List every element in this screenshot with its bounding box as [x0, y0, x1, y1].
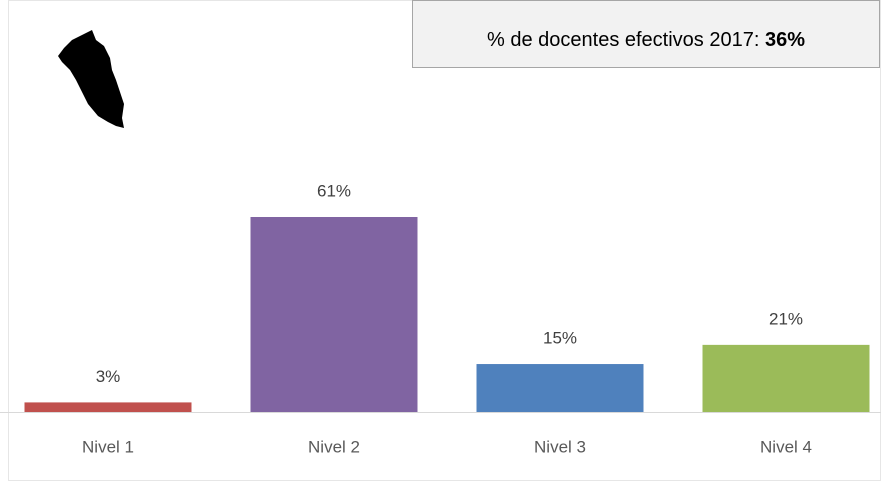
bar	[476, 364, 644, 412]
x-tick-label: Nivel 3	[534, 437, 586, 456]
x-tick-label: Nivel 2	[308, 437, 360, 456]
bar	[24, 402, 192, 412]
value-label: 21%	[769, 309, 803, 328]
map-silhouette	[58, 30, 124, 128]
bar	[250, 217, 418, 412]
annotation-value: 36%	[765, 29, 805, 51]
bar	[702, 344, 870, 412]
annotation-box	[412, 0, 880, 68]
annotation-label: % de docentes efectivos 2017:	[487, 29, 759, 51]
value-label: 61%	[317, 181, 351, 200]
value-label: 15%	[543, 329, 577, 348]
annotation: % de docentes efectivos 2017: 36%	[487, 29, 805, 51]
value-label: 3%	[96, 367, 121, 386]
x-tick-label: Nivel 4	[760, 437, 812, 456]
x-tick-label: Nivel 1	[82, 437, 134, 456]
